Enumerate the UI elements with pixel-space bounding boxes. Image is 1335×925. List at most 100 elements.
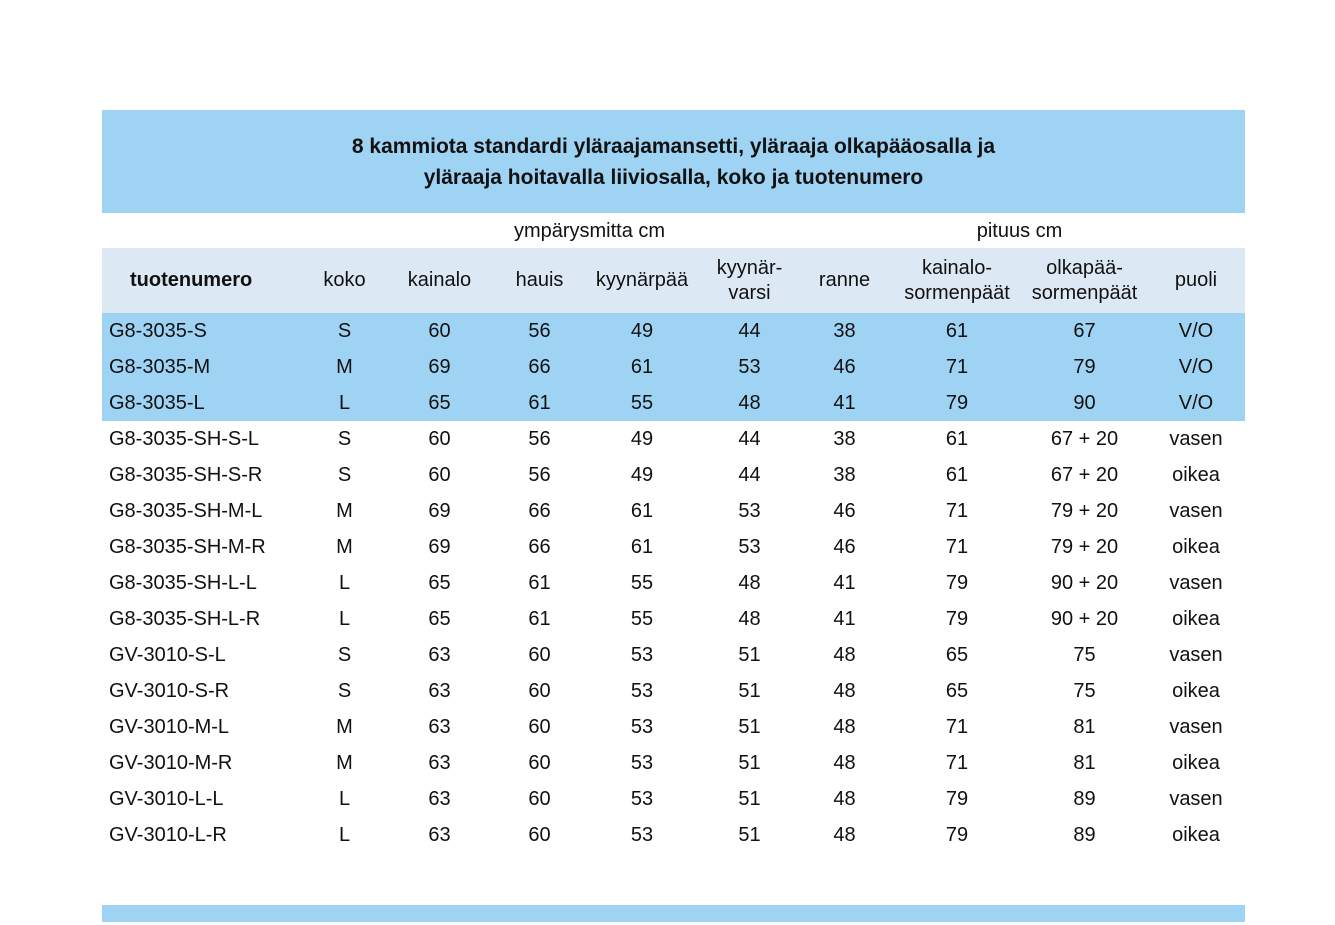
group-header-circumference: ympärysmitta cm [382,213,797,248]
column-header-row: tuotenumero koko kainalo hauis kyynärpää… [102,248,1245,313]
value-cell: 61 [945,463,969,486]
value-cell: 48 [738,391,761,414]
side-cell: oikea [1172,607,1220,630]
side-cell: V/O [1178,355,1214,378]
value-cell: 53 [630,751,654,774]
value-cell: 79 [945,607,969,630]
table-row: GV-3010-L-R L 63 60 53 51 48 79 89 oikea [102,817,1245,853]
table-row: G8-3035-M M 69 66 61 53 46 71 79 V/O [102,349,1245,385]
table-row: GV-3010-L-L L 63 60 53 51 48 79 89 vasen [102,781,1245,817]
value-cell: 48 [738,571,761,594]
value-cell: 46 [833,535,856,558]
side-cell: oikea [1172,535,1220,558]
value-cell: 71 [945,715,969,738]
column-header-kyynarvarsi: kyynär- varsi [702,248,797,313]
value-cell: 66 [528,535,551,558]
value-cell: 65 [428,391,451,414]
table-row: GV-3010-S-L S 63 60 53 51 48 65 75 vasen [102,637,1245,673]
value-cell: 79 [945,391,969,414]
side-cell: vasen [1169,715,1223,738]
value-cell: 66 [528,355,551,378]
value-cell: 41 [833,571,856,594]
table-row: G8-3035-S S 60 56 49 44 38 61 67 V/O [102,313,1245,349]
value-cell: 60 [528,823,551,846]
value-cell: 79 [945,823,969,846]
size-cell: S [337,319,352,342]
value-cell: 79 [1073,355,1096,378]
value-cell: 65 [945,643,969,666]
value-cell: 44 [738,463,761,486]
product-cell: G8-3035-SH-M-L [109,499,263,522]
size-cell: S [337,427,352,450]
value-cell: 41 [833,607,856,630]
spec-sheet: 8 kammiota standardi yläraajamansetti, y… [102,110,1245,922]
value-cell: 56 [528,463,551,486]
side-cell: vasen [1169,643,1223,666]
value-cell: 67 + 20 [1050,463,1119,486]
value-cell: 48 [833,679,856,702]
size-cell: S [337,463,352,486]
value-cell: 51 [738,679,761,702]
column-header-kainalo: kainalo [382,248,497,313]
value-cell: 79 [945,787,969,810]
product-cell: G8-3035-SH-S-L [109,427,260,450]
value-cell: 48 [833,823,856,846]
value-cell: 41 [833,391,856,414]
value-cell: 75 [1073,679,1096,702]
value-cell: 60 [528,643,551,666]
value-cell: 60 [428,319,451,342]
table-row: G8-3035-SH-M-R M 69 66 61 53 46 71 79 + 20 oikea [102,529,1245,565]
column-header-puoli: puoli [1147,248,1245,313]
value-cell: 60 [528,715,551,738]
value-cell: 63 [428,751,451,774]
size-cell: S [337,679,352,702]
value-cell: 44 [738,319,761,342]
side-cell: vasen [1169,787,1223,810]
product-cell: GV-3010-M-R [109,751,233,774]
size-cell: M [336,715,353,738]
value-cell: 90 + 20 [1050,571,1119,594]
product-cell: GV-3010-L-L [109,787,224,810]
column-header-kyynarpaa: kyynärpää [582,248,702,313]
value-cell: 89 [1073,823,1096,846]
value-cell: 53 [630,787,654,810]
value-cell: 55 [630,391,654,414]
column-header-tuotenumero: tuotenumero [102,248,307,313]
value-cell: 71 [945,355,969,378]
value-cell: 71 [945,751,969,774]
value-cell: 56 [528,427,551,450]
value-cell: 61 [528,607,551,630]
side-cell: V/O [1178,319,1214,342]
size-cell: M [336,535,353,558]
size-cell: L [338,787,351,810]
value-cell: 49 [630,463,654,486]
value-cell: 60 [528,751,551,774]
value-cell: 60 [428,463,451,486]
value-cell: 65 [428,607,451,630]
size-cell: L [338,607,351,630]
value-cell: 89 [1073,787,1096,810]
value-cell: 48 [833,751,856,774]
value-cell: 69 [428,499,451,522]
value-cell: 51 [738,715,761,738]
value-cell: 67 [1073,319,1096,342]
value-cell: 60 [528,787,551,810]
value-cell: 61 [528,391,551,414]
value-cell: 63 [428,715,451,738]
product-cell: G8-3035-M [109,355,211,378]
product-cell: G8-3035-L [109,391,205,414]
table-row: GV-3010-S-R S 63 60 53 51 48 65 75 oikea [102,673,1245,709]
table-row: GV-3010-M-R M 63 60 53 51 48 71 81 oikea [102,745,1245,781]
side-cell: oikea [1172,463,1220,486]
value-cell: 53 [630,823,654,846]
side-cell: oikea [1172,823,1220,846]
value-cell: 38 [833,319,856,342]
size-cell: L [338,391,351,414]
group-header-row: ympärysmitta cm pituus cm [102,213,1245,248]
side-cell: oikea [1172,751,1220,774]
side-cell: vasen [1169,571,1223,594]
product-cell: G8-3035-SH-L-R [109,607,261,630]
value-cell: 48 [833,787,856,810]
group-header-spacer [102,213,382,248]
footer-bar [102,905,1245,922]
